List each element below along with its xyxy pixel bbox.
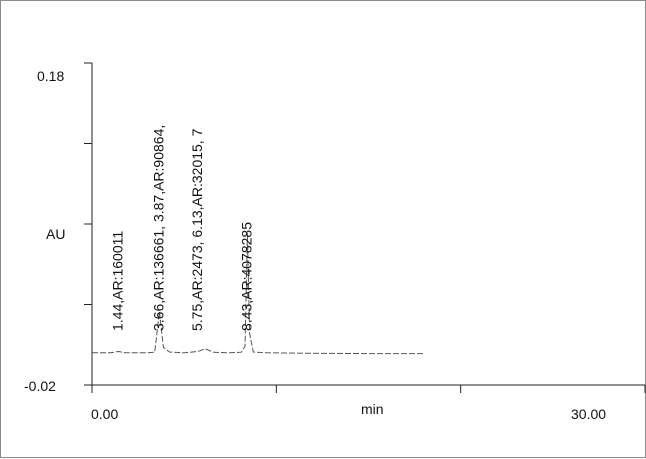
- peak-label-2: 5.75,AR:2473, 6.13,AR:32015, 7: [189, 128, 205, 331]
- y-tick-label-top: 0.18: [37, 68, 64, 84]
- peak-label-1: 3.66,AR:136661, 3.87,AR:90864,: [150, 125, 166, 331]
- labels-layer: 1.44,AR:160011 3.66,AR:136661, 3.87,AR:90…: [110, 125, 255, 331]
- series-layer: [92, 232, 424, 355]
- axes: 0.18 -0.02 AU 0.00 30.00 min: [24, 62, 646, 422]
- y-tick-label-bottom: -0.02: [24, 378, 56, 394]
- x-axis-label: min: [361, 401, 384, 417]
- x-tick-label-left: 0.00: [91, 406, 118, 422]
- x-tick-label-right: 30.00: [571, 406, 606, 422]
- chromatogram-trace: [92, 232, 424, 355]
- peak-label-0: 1.44,AR:160011: [110, 231, 126, 331]
- peak-label-3: 8.43,AR:4078285: [238, 222, 254, 331]
- y-axis-label: AU: [46, 226, 65, 242]
